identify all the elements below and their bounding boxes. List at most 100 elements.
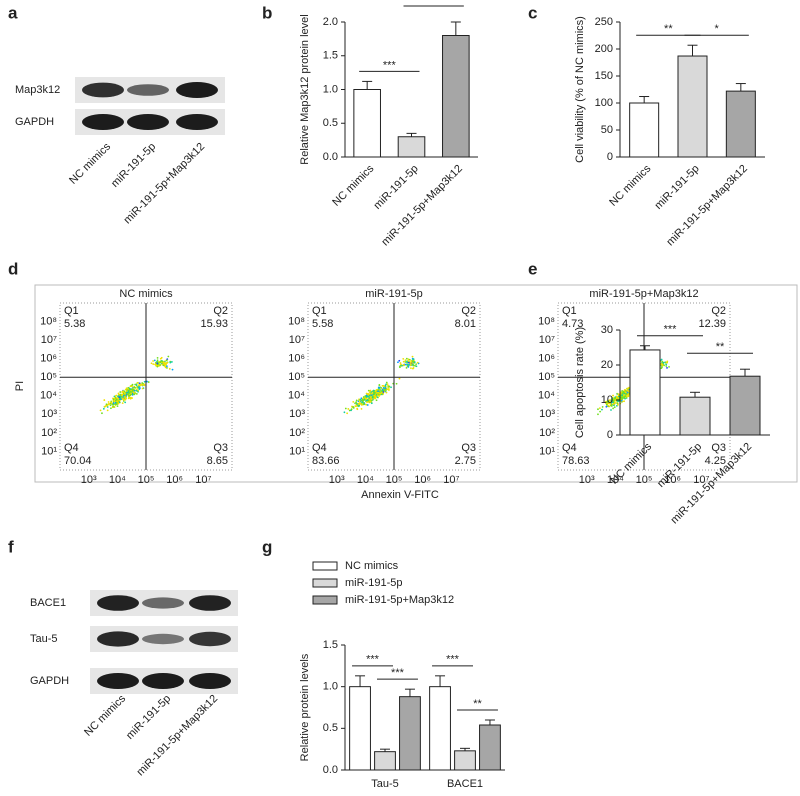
x-tick-label: miR-191-5p — [372, 163, 421, 212]
cell-event — [598, 407, 601, 410]
cell-event — [410, 367, 412, 370]
lane-label: miR-191-5p+Map3k12 — [122, 141, 208, 227]
cell-event — [663, 364, 665, 367]
cell-event — [601, 406, 604, 408]
blot-row-label: GAPDH — [15, 116, 54, 128]
cell-event — [365, 399, 368, 402]
x-tick-label: BACE1 — [447, 778, 483, 790]
cell-event — [115, 401, 118, 404]
cell-event — [411, 355, 414, 358]
cell-event — [164, 366, 167, 369]
cell-event — [155, 361, 157, 364]
quadrant-percent: 2.75 — [455, 455, 476, 467]
cell-event — [106, 409, 109, 412]
cell-event — [415, 363, 417, 365]
cell-event — [404, 361, 407, 363]
cell-event — [613, 402, 616, 404]
quadrant-name: Q1 — [562, 305, 577, 317]
cell-event — [384, 385, 387, 388]
y-tick-label: 0 — [607, 151, 613, 163]
cell-event — [138, 387, 141, 389]
x-tick-label: 10⁶ — [414, 474, 431, 486]
cell-event — [165, 359, 168, 362]
cell-event — [125, 393, 128, 396]
y-tick-label: 10⁴ — [288, 390, 305, 402]
cell-event — [605, 403, 608, 406]
cell-event — [143, 383, 146, 386]
x-tick-label: NC mimics — [330, 162, 376, 208]
cell-event — [361, 404, 363, 406]
cell-event — [165, 365, 168, 368]
cell-event — [344, 407, 347, 410]
cell-event — [665, 365, 668, 367]
cell-event — [355, 399, 358, 402]
quadrant-percent: 70.04 — [64, 455, 92, 467]
cell-event — [378, 384, 381, 387]
x-tick-label: 10⁵ — [386, 474, 403, 486]
cell-event — [119, 393, 122, 396]
cell-event — [386, 383, 389, 386]
cell-event — [168, 367, 171, 370]
blot-band — [97, 595, 139, 611]
y-tick-label: 250 — [595, 16, 613, 28]
cell-event — [661, 366, 663, 368]
cell-event — [162, 361, 165, 364]
y-tick-label: 10⁷ — [289, 334, 305, 346]
blot-band — [97, 673, 139, 689]
cell-event — [398, 377, 401, 380]
y-tick-label: 1.0 — [323, 681, 338, 693]
cell-event — [118, 398, 121, 401]
cell-event — [119, 391, 122, 393]
cell-event — [624, 395, 627, 398]
y-tick-label: 10⁵ — [538, 371, 555, 383]
cell-event — [627, 393, 630, 396]
y-tick-label: 150 — [595, 70, 613, 82]
cell-event — [360, 397, 363, 400]
cell-event — [109, 404, 112, 407]
cell-event — [153, 359, 156, 362]
quadrant-name: Q4 — [64, 442, 79, 454]
cell-event — [361, 401, 364, 404]
cell-event — [664, 361, 667, 364]
plot-title: NC mimics — [119, 288, 173, 300]
cell-event — [352, 407, 355, 409]
cell-event — [123, 392, 126, 395]
cell-event — [362, 403, 365, 406]
y-tick-label: 30 — [601, 324, 613, 336]
legend-label: miR-191-5p — [345, 577, 402, 589]
quadrant-name: Q2 — [461, 305, 476, 317]
cell-event — [356, 402, 358, 405]
x-tick-label: 10³ — [579, 474, 595, 486]
y-tick-label: 10³ — [41, 408, 57, 420]
quadrant-percent: 4.25 — [705, 455, 726, 467]
cell-event — [367, 399, 370, 402]
cell-event — [405, 357, 408, 360]
cell-event — [127, 386, 130, 389]
cell-event — [111, 402, 113, 405]
cell-event — [146, 380, 148, 383]
cell-event — [402, 364, 405, 366]
quadrant-percent: 15.93 — [200, 318, 228, 330]
cell-event — [374, 397, 376, 400]
cell-event — [599, 410, 602, 413]
quadrant-name: Q1 — [64, 305, 79, 317]
cell-event — [385, 391, 388, 394]
cell-event — [597, 413, 599, 416]
panel-letter: b — [262, 3, 272, 22]
y-axis-title: Relative Map3k12 protein level — [299, 14, 311, 164]
lane-label: miR-191-5p — [124, 693, 173, 742]
bar — [454, 750, 476, 771]
cell-event — [112, 399, 115, 402]
cell-event — [169, 361, 172, 364]
cell-event — [604, 400, 607, 403]
blot-row-label: Map3k12 — [15, 84, 60, 96]
cell-event — [627, 395, 630, 398]
significance-label: *** — [391, 667, 405, 679]
bar — [677, 55, 708, 158]
cell-event — [150, 362, 153, 365]
y-tick-label: 10⁶ — [40, 353, 57, 365]
y-tick-label: 0.5 — [323, 117, 338, 129]
y-tick-label: 10³ — [289, 408, 305, 420]
cell-event — [138, 383, 141, 386]
